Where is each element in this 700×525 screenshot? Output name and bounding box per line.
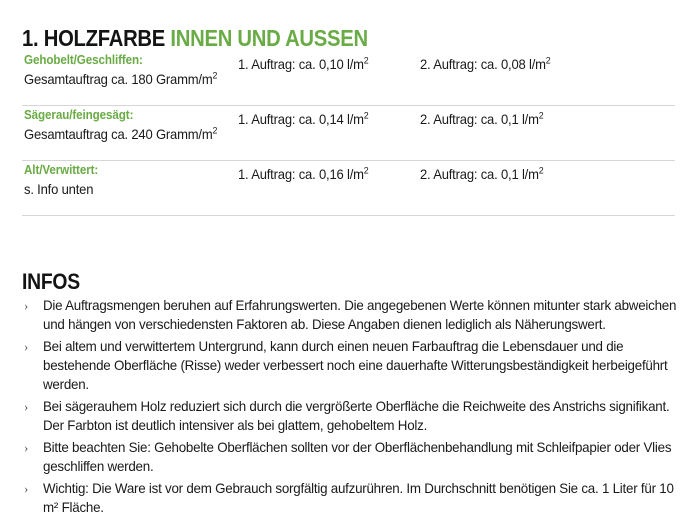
table-row: Gehobelt/Geschliffen: Gesamtauftrag ca. … <box>0 52 700 107</box>
chevron-right-icon: › <box>24 298 29 313</box>
row-divider <box>22 215 675 216</box>
page-title-dark: 1. HOLZFARBE <box>22 25 166 52</box>
surface-type-label: Sägerau/feingesägt: <box>24 108 134 122</box>
second-coat-value: 2. Auftrag: ca. 0,1 l/m2 <box>420 110 544 127</box>
first-coat-value: 1. Auftrag: ca. 0,14 l/m2 <box>238 110 369 127</box>
surface-type-cell: Alt/Verwittert: s. Info unten <box>24 162 234 199</box>
page-title: 1. HOLZFARBE INNEN UND AUSSEN <box>22 27 368 50</box>
total-coverage-value: s. Info unten <box>24 181 94 197</box>
superscript: 2 <box>212 70 218 82</box>
list-item-text: Die Auftragsmengen beruhen auf Erfahrung… <box>43 297 677 332</box>
list-item-text: Bei altem und verwittertem Untergrund, k… <box>43 338 668 392</box>
chevron-right-icon: › <box>24 399 29 414</box>
table-row: Sägerau/feingesägt: Gesamtauftrag ca. 24… <box>0 107 700 162</box>
second-coat-cell: 2. Auftrag: ca. 0,1 l/m2 <box>420 107 650 129</box>
list-item-text: Wichtig: Die Ware ist vor dem Gebrauch s… <box>43 480 674 515</box>
list-item-text: Bitte beachten Sie: Gehobelte Oberfläche… <box>43 439 672 474</box>
first-coat-value: 1. Auftrag: ca. 0,10 l/m2 <box>238 55 369 72</box>
chevron-right-icon: › <box>24 339 29 354</box>
superscript: 2 <box>363 55 369 67</box>
superscript: 2 <box>538 165 544 177</box>
superscript: 2 <box>545 55 551 67</box>
surface-type-cell: Gehobelt/Geschliffen: Gesamtauftrag ca. … <box>24 52 234 89</box>
list-item: › Wichtig: Die Ware ist vor dem Gebrauch… <box>22 479 690 517</box>
list-item-text: Bei sägerauhem Holz reduziert sich durch… <box>43 398 670 433</box>
total-coverage-value: Gesamtauftrag ca. 240 Gramm/m2 <box>24 125 218 142</box>
infos-list: › Die Auftragsmengen beruhen auf Erfahru… <box>22 296 690 520</box>
list-item: › Bitte beachten Sie: Gehobelte Oberfläc… <box>22 438 690 476</box>
second-coat-cell: 2. Auftrag: ca. 0,08 l/m2 <box>420 52 650 74</box>
page-title-green: INNEN UND AUSSEN <box>170 25 368 52</box>
second-coat-cell: 2. Auftrag: ca. 0,1 l/m2 <box>420 162 650 184</box>
list-item: › Die Auftragsmengen beruhen auf Erfahru… <box>22 296 690 334</box>
first-coat-cell: 1. Auftrag: ca. 0,14 l/m2 <box>238 107 418 129</box>
infos-heading: INFOS <box>22 269 80 295</box>
chevron-right-icon: › <box>24 481 29 496</box>
row-divider <box>22 105 675 106</box>
surface-type-label: Gehobelt/Geschliffen: <box>24 53 143 67</box>
row-divider <box>22 160 675 161</box>
consumption-table: Gehobelt/Geschliffen: Gesamtauftrag ca. … <box>0 52 700 217</box>
first-coat-cell: 1. Auftrag: ca. 0,10 l/m2 <box>238 52 418 74</box>
superscript: 2 <box>538 110 544 122</box>
list-item: › Bei altem und verwittertem Untergrund,… <box>22 337 690 394</box>
surface-type-cell: Sägerau/feingesägt: Gesamtauftrag ca. 24… <box>24 107 234 144</box>
first-coat-value: 1. Auftrag: ca. 0,16 l/m2 <box>238 165 369 182</box>
second-coat-value: 2. Auftrag: ca. 0,08 l/m2 <box>420 55 551 72</box>
total-coverage-value: Gesamtauftrag ca. 180 Gramm/m2 <box>24 70 218 87</box>
superscript: 2 <box>363 110 369 122</box>
list-item: › Bei sägerauhem Holz reduziert sich dur… <box>22 397 690 435</box>
surface-type-label: Alt/Verwittert: <box>24 163 99 177</box>
table-row: Alt/Verwittert: s. Info unten 1. Auftrag… <box>0 162 700 217</box>
chevron-right-icon: › <box>24 440 29 455</box>
first-coat-cell: 1. Auftrag: ca. 0,16 l/m2 <box>238 162 418 184</box>
superscript: 2 <box>363 165 369 177</box>
second-coat-value: 2. Auftrag: ca. 0,1 l/m2 <box>420 165 544 182</box>
superscript: 2 <box>212 125 218 137</box>
